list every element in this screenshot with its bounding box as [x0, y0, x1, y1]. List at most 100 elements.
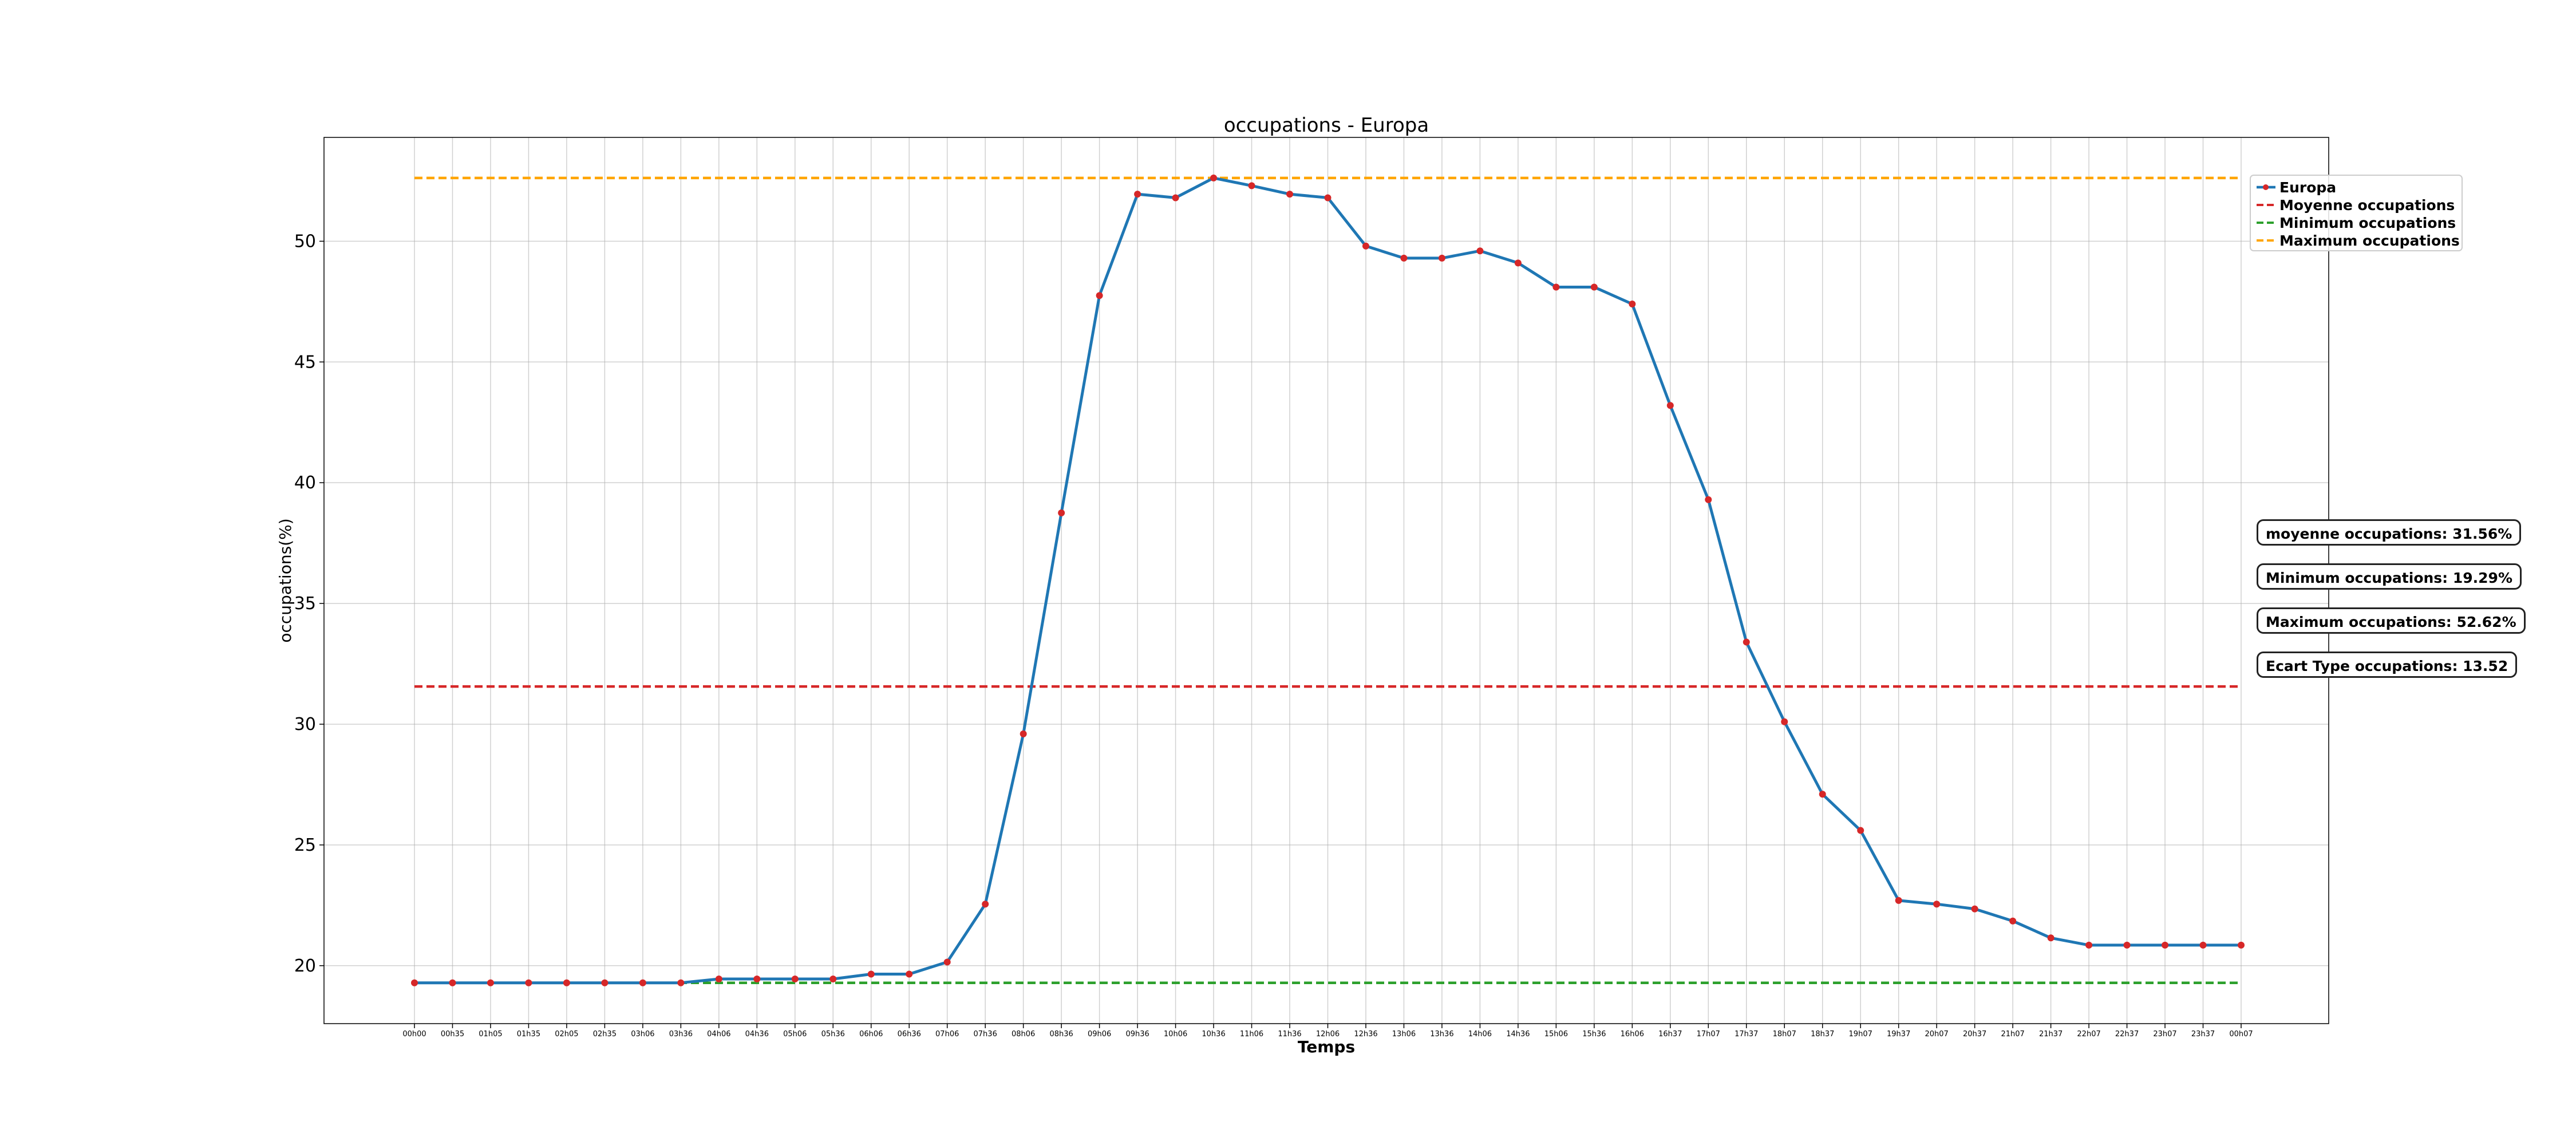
- legend-label-min: Minimum occupations: [2279, 215, 2456, 231]
- data-point: [867, 970, 875, 978]
- stat-min-box: Minimum occupations: 19.29%: [2257, 563, 2522, 590]
- data-point: [1705, 496, 1712, 503]
- data-point: [829, 975, 837, 982]
- data-point: [1514, 259, 1522, 267]
- x-tick-label: 03h36: [669, 1030, 693, 1039]
- data-point: [411, 979, 418, 986]
- x-tick-label: 05h06: [783, 1030, 807, 1039]
- data-point: [1971, 905, 1978, 913]
- legend-label-max: Maximum occupations: [2279, 232, 2460, 249]
- data-point: [1438, 254, 1445, 262]
- x-tick-label: 04h36: [745, 1030, 769, 1039]
- x-tick-label: 17h37: [1735, 1030, 1758, 1039]
- series-layer: [411, 174, 2245, 986]
- y-tick-label: 35: [294, 594, 316, 614]
- stat-max-box: Maximum occupations: 52.62%: [2257, 607, 2526, 634]
- legend-label-europa: Europa: [2279, 179, 2336, 196]
- x-tick-label: 20h37: [1963, 1030, 1986, 1039]
- x-tick-label: 22h07: [2077, 1030, 2100, 1039]
- x-tick-label: 06h36: [898, 1030, 921, 1039]
- x-tick-label: 21h37: [2039, 1030, 2063, 1039]
- stat-std-box: Ecart Type occupations: 13.52: [2257, 652, 2518, 678]
- chart-title: occupations - Europa: [1224, 114, 1429, 137]
- data-point: [1857, 827, 1864, 834]
- x-tick-label: 00h00: [402, 1030, 426, 1039]
- data-point: [1362, 242, 1369, 250]
- grid: [324, 137, 2329, 1024]
- legend: Europa Moyenne occupations Minimum occup…: [2250, 175, 2463, 251]
- x-tick-label: 15h36: [1582, 1030, 1606, 1039]
- x-tick-label: 02h05: [555, 1030, 578, 1039]
- x-tick-label: 01h35: [517, 1030, 540, 1039]
- x-tick-label: 10h06: [1164, 1030, 1187, 1039]
- x-tick-label: 18h37: [1811, 1030, 1834, 1039]
- data-point: [1248, 182, 1255, 189]
- data-point: [639, 979, 646, 986]
- x-tick-label: 09h36: [1125, 1030, 1149, 1039]
- x-tick-label: 21h07: [2001, 1030, 2024, 1039]
- y-tick-label: 40: [294, 473, 316, 493]
- x-tick-label: 10h36: [1202, 1030, 1225, 1039]
- data-point: [1020, 730, 1027, 737]
- x-tick-label: 00h35: [441, 1030, 464, 1039]
- data-point: [2009, 917, 2017, 925]
- x-tick-label: 11h06: [1240, 1030, 1263, 1039]
- x-tick-label: 00h07: [2229, 1030, 2253, 1039]
- x-tick-label: 07h36: [974, 1030, 997, 1039]
- data-point: [2162, 941, 2169, 949]
- x-tick-label: 16h06: [1621, 1030, 1644, 1039]
- data-point: [1933, 901, 1941, 908]
- x-axis-label: Temps: [1298, 1037, 1355, 1056]
- x-tick-label: 14h06: [1468, 1030, 1492, 1039]
- x-tick-label: 19h37: [1887, 1030, 1910, 1039]
- data-point: [1590, 283, 1598, 291]
- data-point: [1096, 292, 1103, 299]
- data-point: [563, 979, 570, 986]
- x-tick-label: 02h35: [593, 1030, 617, 1039]
- y-ticks: 20 25 30 35 40 45 50: [294, 231, 324, 976]
- data-point: [1400, 254, 1408, 262]
- data-point: [601, 979, 609, 986]
- x-tick-label: 06h06: [859, 1030, 883, 1039]
- legend-frame: [2250, 175, 2463, 251]
- data-point: [1895, 897, 1902, 904]
- legend-label-mean: Moyenne occupations: [2279, 197, 2455, 214]
- x-tick-label: 12h06: [1316, 1030, 1340, 1039]
- x-tick-label: 03h06: [631, 1030, 654, 1039]
- data-point: [1134, 191, 1141, 198]
- y-tick-label: 45: [294, 352, 316, 372]
- data-point: [2238, 941, 2245, 949]
- x-tick-label: 11h36: [1278, 1030, 1301, 1039]
- x-tick-label: 18h07: [1773, 1030, 1796, 1039]
- data-point: [753, 975, 761, 982]
- data-point: [943, 958, 951, 966]
- legend-marker-europa: [2263, 184, 2269, 190]
- y-tick-label: 20: [294, 956, 316, 976]
- x-tick-label: 09h06: [1088, 1030, 1111, 1039]
- data-point: [1210, 174, 1218, 181]
- data-point: [1172, 194, 1179, 202]
- y-axis-label: occupations(%): [276, 518, 295, 642]
- x-tick-label: 07h06: [935, 1030, 959, 1039]
- data-point: [1666, 402, 1674, 409]
- data-point: [1629, 301, 1636, 308]
- y-tick-label: 30: [294, 714, 316, 735]
- data-point: [715, 975, 722, 982]
- y-tick-label: 50: [294, 231, 316, 251]
- x-tick-label: 22h37: [2115, 1030, 2139, 1039]
- data-point: [2085, 941, 2093, 949]
- data-point: [487, 979, 494, 986]
- data-point: [1781, 718, 1788, 725]
- stat-mean-box: moyenne occupations: 31.56%: [2257, 519, 2522, 546]
- data-point: [1324, 194, 1332, 202]
- data-point: [1743, 638, 1750, 646]
- x-tick-label: 16h37: [1658, 1030, 1682, 1039]
- data-point: [791, 975, 799, 982]
- x-tick-label: 13h36: [1430, 1030, 1453, 1039]
- data-point: [2047, 934, 2055, 942]
- data-point: [1819, 791, 1826, 798]
- x-tick-label: 01h05: [479, 1030, 502, 1039]
- x-tick-label: 17h07: [1697, 1030, 1720, 1039]
- data-point: [2199, 941, 2207, 949]
